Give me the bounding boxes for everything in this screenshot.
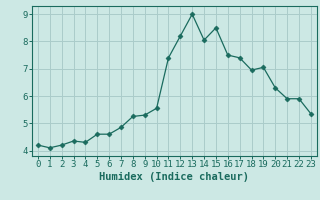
X-axis label: Humidex (Indice chaleur): Humidex (Indice chaleur) xyxy=(100,172,249,182)
